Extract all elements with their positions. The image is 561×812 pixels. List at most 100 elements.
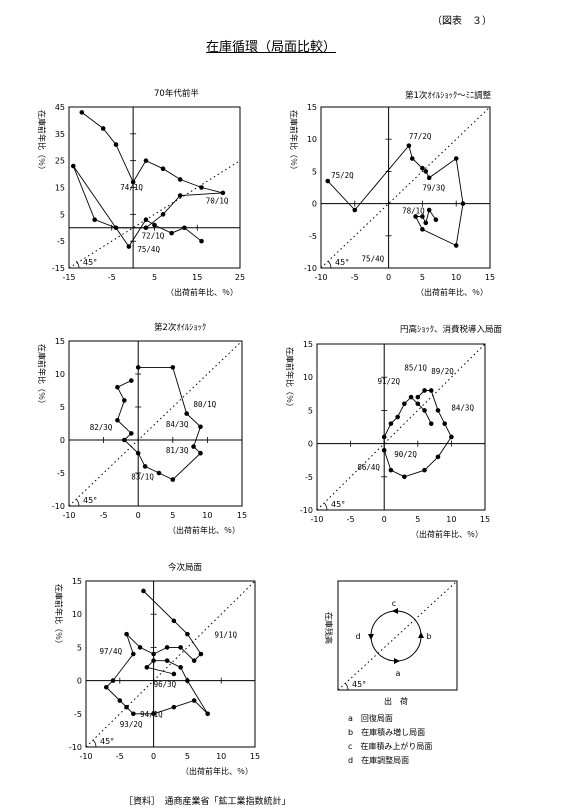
data-point bbox=[178, 645, 183, 650]
source-note: ［資料］ 通商産業省「鉱工業指数統計」 bbox=[124, 797, 291, 807]
data-point bbox=[117, 698, 123, 703]
y-tick-label: 45 bbox=[55, 103, 65, 112]
x-tick-label: 5 bbox=[420, 273, 425, 282]
y-tick-label: 10 bbox=[303, 373, 313, 382]
x-axis-label: （出荷前年比、％） bbox=[411, 529, 483, 539]
x-tick-label: 10 bbox=[446, 515, 456, 524]
data-point bbox=[137, 645, 143, 650]
data-point bbox=[402, 401, 407, 407]
point-label: 86/4Q bbox=[357, 463, 380, 472]
y-tick-label: 25 bbox=[55, 157, 65, 166]
x-tick-label: 10 bbox=[451, 273, 461, 282]
data-point bbox=[199, 238, 204, 244]
data-point bbox=[70, 163, 76, 169]
data-point bbox=[422, 388, 427, 393]
data-point bbox=[415, 401, 421, 407]
cycle-arrow-icon bbox=[418, 632, 424, 638]
data-point bbox=[164, 645, 170, 650]
guide-45-label: 45° bbox=[83, 258, 97, 267]
y-tick-label: 0 bbox=[60, 436, 65, 445]
data-point bbox=[171, 618, 177, 624]
series-line bbox=[72, 112, 224, 248]
point-label: 77/2Q bbox=[409, 132, 432, 141]
chart-title: 第2次ｵｲﾙｼｮｯｸ bbox=[154, 322, 206, 333]
plot-frame bbox=[85, 580, 256, 748]
data-point bbox=[122, 398, 127, 403]
guide-45-label: 45° bbox=[83, 496, 97, 505]
guide-angle-arc bbox=[323, 502, 328, 511]
x-tick-label: 15 bbox=[192, 273, 202, 282]
x-tick-label: 25 bbox=[235, 273, 245, 282]
data-point bbox=[185, 631, 190, 637]
data-point bbox=[422, 408, 427, 413]
phase-letter-d: d bbox=[355, 632, 360, 641]
data-point bbox=[143, 225, 149, 231]
guide-45-line bbox=[85, 580, 256, 748]
y-axis-label: 在庫前年比（％） bbox=[285, 347, 295, 411]
data-point bbox=[115, 417, 120, 423]
x-tick-label: 5 bbox=[170, 511, 175, 520]
data-point bbox=[325, 178, 331, 184]
guide-45-line bbox=[316, 343, 486, 511]
legend-item: b 在庫積み増し局面 bbox=[348, 727, 425, 737]
y-tick-label: 35 bbox=[55, 130, 65, 139]
data-point bbox=[420, 214, 425, 219]
cycle-circle bbox=[370, 610, 422, 662]
data-point bbox=[144, 665, 150, 670]
y-tick-label: -10 bbox=[300, 506, 313, 515]
x-tick-label: 5 bbox=[185, 752, 190, 761]
data-point bbox=[406, 143, 412, 148]
data-point bbox=[126, 244, 132, 249]
x-tick-label: 15 bbox=[480, 515, 490, 524]
main-title: 在庫循環（局面比較） bbox=[206, 40, 337, 55]
data-point bbox=[143, 158, 149, 163]
x-tick-label: 15 bbox=[250, 752, 260, 761]
data-point bbox=[124, 631, 129, 637]
chart-title: 70年代前半 bbox=[154, 88, 199, 99]
data-point bbox=[460, 201, 466, 206]
plot-frame bbox=[68, 106, 241, 269]
legend-item: d 在庫調整局面 bbox=[348, 755, 409, 765]
data-point bbox=[381, 447, 387, 453]
data-point bbox=[191, 698, 197, 703]
data-point bbox=[435, 454, 441, 460]
guide-angle-arc bbox=[344, 682, 349, 691]
y-tick-label: 0 bbox=[308, 440, 313, 449]
data-point bbox=[435, 408, 441, 413]
data-point bbox=[156, 470, 162, 476]
x-tick-label: -5 bbox=[100, 511, 108, 520]
plot-frame bbox=[68, 340, 243, 507]
chart-1: 45° -15 -5 5 15 25 -15 -5 5 15 25 35 45 70年代前半 （出荷前年比、… bbox=[37, 88, 245, 297]
guide-angle-arc bbox=[92, 739, 97, 748]
chart-2: 45° -10 -5 0 5 10 15 -10 -5 0 5 10 15 第1次ｵｲﾙｼｮｯｸ～ﾐﾆ調整… bbox=[289, 90, 495, 297]
data-point bbox=[122, 437, 127, 443]
concept-diagram: 45° a b c d 出 荷 在庫残高 a 回復局面 b 在庫積み増し局面 c 在庫積み上がり局… bbox=[324, 580, 458, 765]
point-label: 75/2Q bbox=[331, 171, 354, 180]
concept-x-label: 出 荷 bbox=[384, 696, 408, 706]
data-point bbox=[220, 190, 226, 196]
x-tick-label: 10 bbox=[202, 511, 212, 520]
data-point bbox=[142, 464, 148, 469]
data-point bbox=[388, 421, 394, 426]
guide-45-label: 45° bbox=[335, 258, 349, 267]
data-point bbox=[408, 394, 414, 400]
phase-letter-c: c bbox=[392, 599, 396, 608]
data-point bbox=[135, 365, 141, 370]
guide-45-label: 45° bbox=[331, 500, 345, 509]
phase-letter-b: b bbox=[426, 632, 431, 641]
data-point bbox=[185, 678, 190, 683]
data-point bbox=[449, 434, 454, 440]
cycle-arrow-icon bbox=[368, 634, 374, 640]
y-tick-label: -10 bbox=[69, 743, 82, 752]
data-point bbox=[164, 658, 170, 663]
x-tick-label: -5 bbox=[116, 752, 124, 761]
data-point bbox=[420, 227, 425, 232]
data-point bbox=[141, 588, 146, 594]
data-point bbox=[426, 207, 432, 213]
x-tick-label: 15 bbox=[485, 273, 495, 282]
data-point bbox=[415, 394, 421, 400]
x-tick-label: 5 bbox=[415, 515, 420, 524]
chart-3: 45° -10 -5 0 5 10 15 -10 -5 0 5 10 15 第2次ｵｲﾙｼｮｯｸ （出荷前年… bbox=[37, 322, 247, 535]
data-point bbox=[170, 365, 176, 370]
